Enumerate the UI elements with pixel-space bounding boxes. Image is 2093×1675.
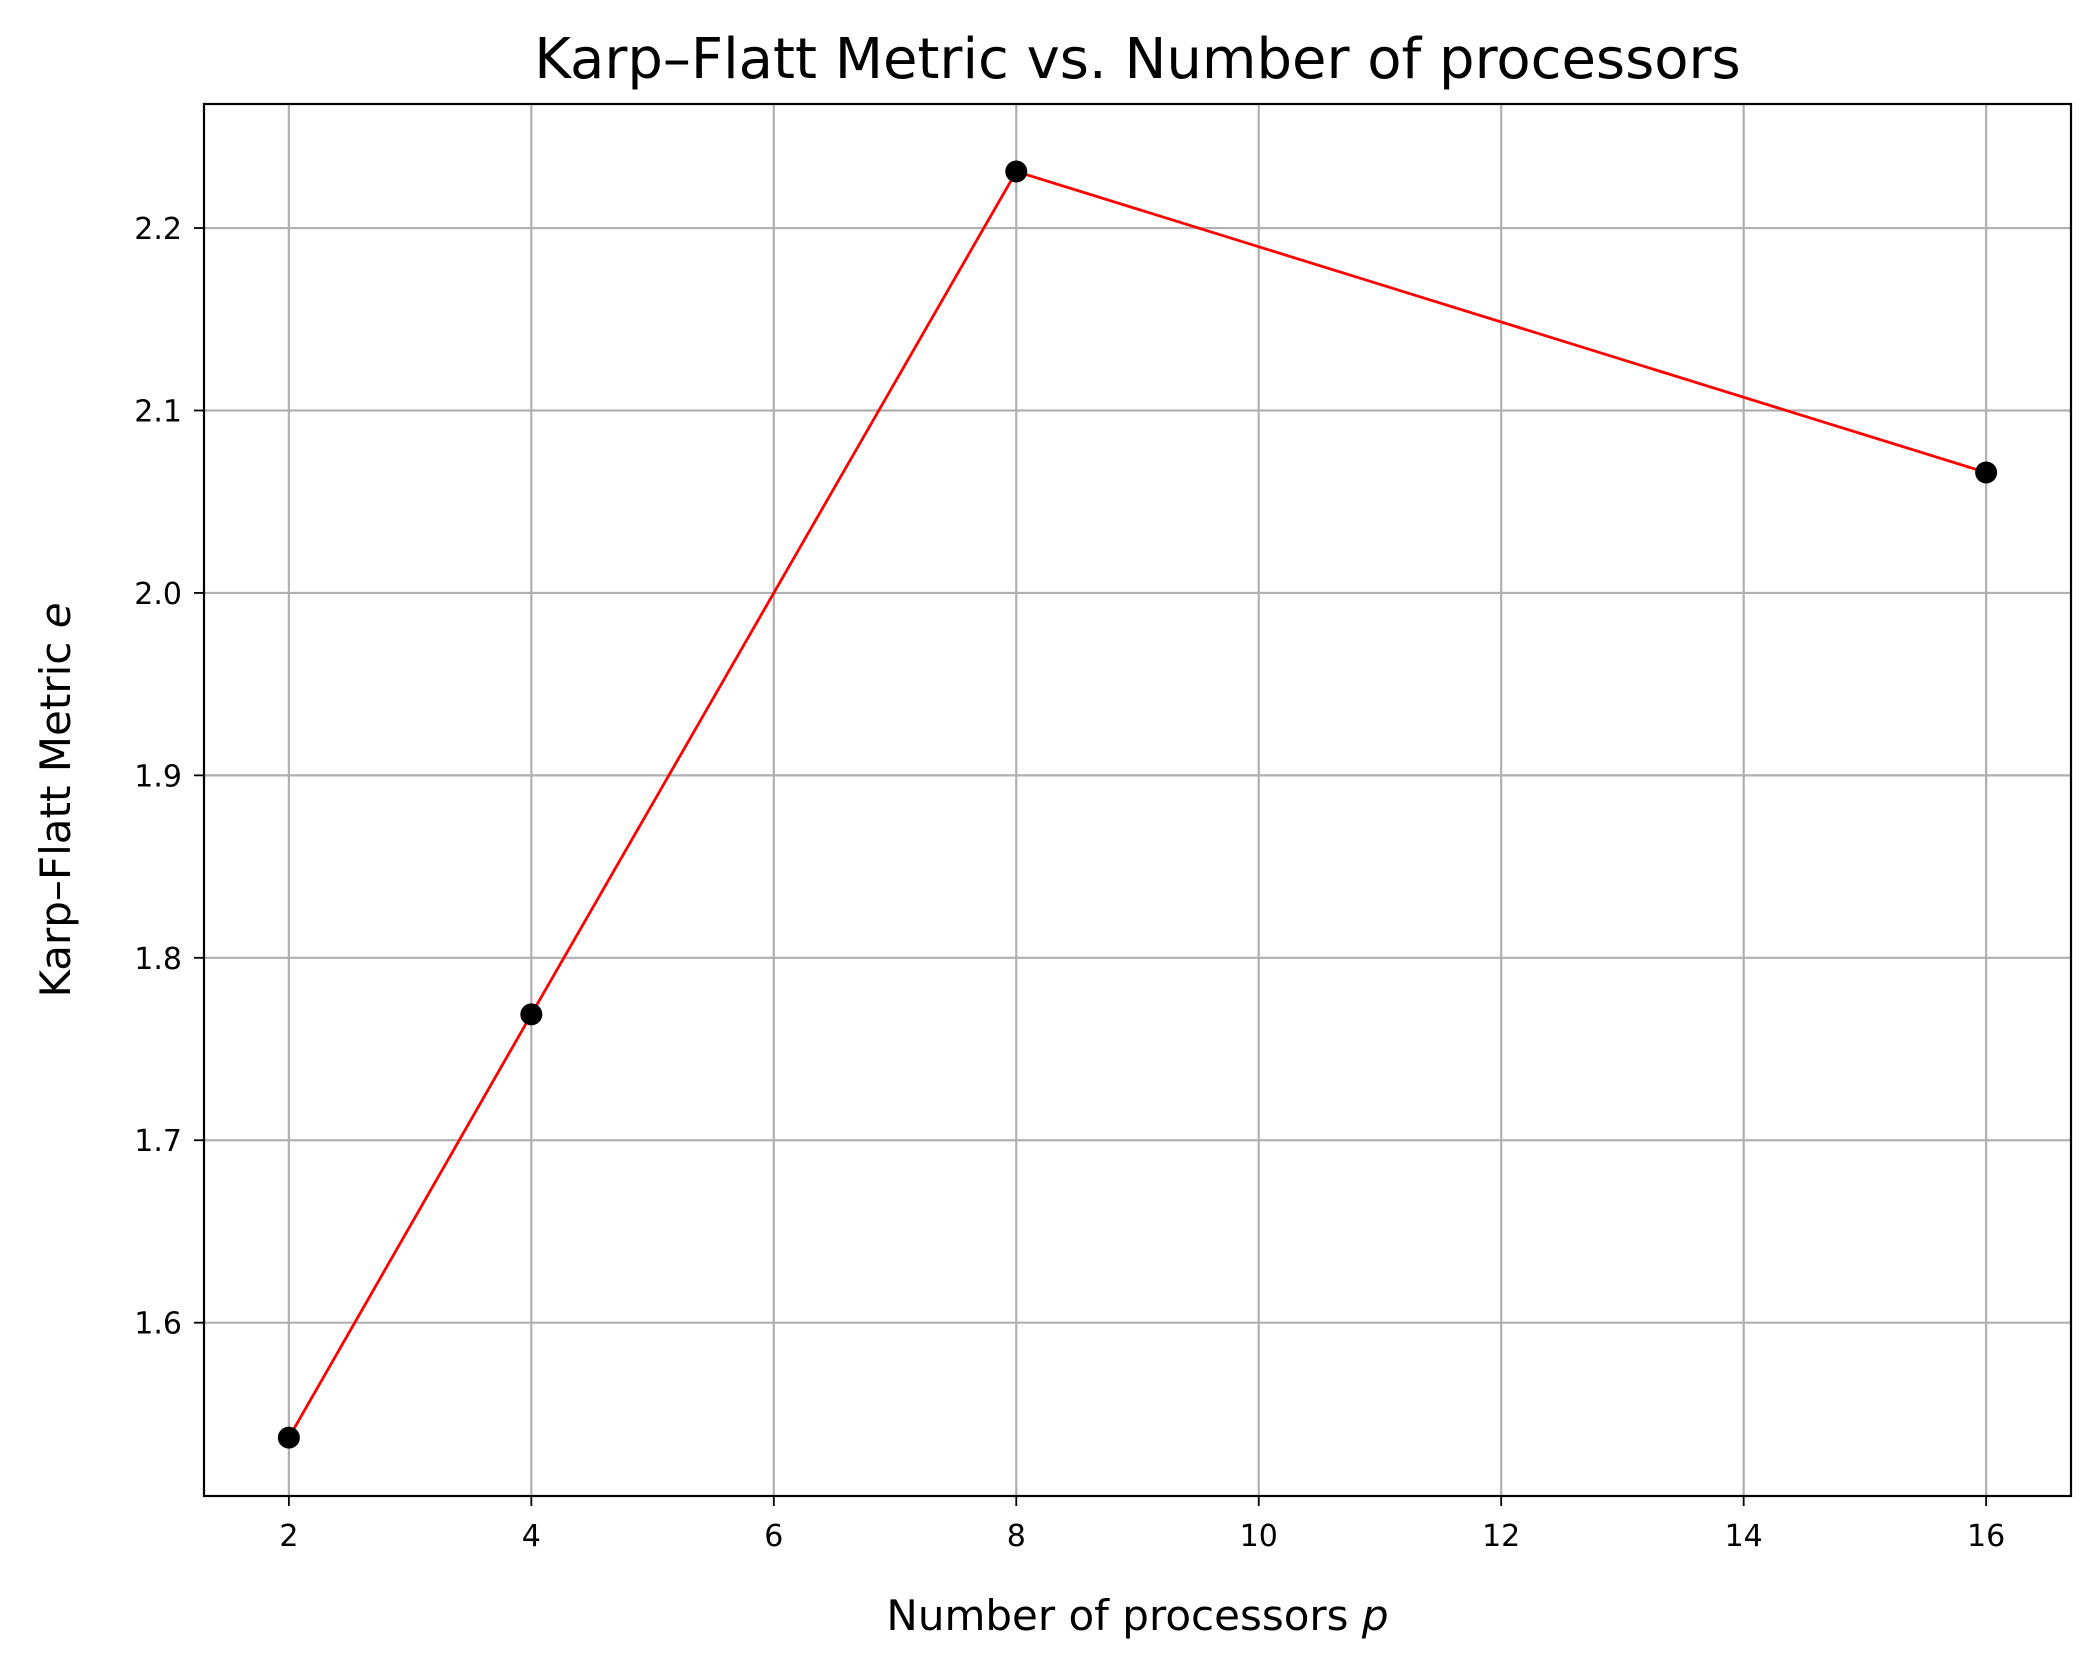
chart-title: Karp–Flatt Metric vs. Number of processo… [534,27,1740,92]
plot-frame [202,102,2073,1498]
x-tick-label: 12 [1482,1519,1520,1554]
grid [204,104,2071,1496]
data-point [1005,160,1028,183]
y-tick-label: 2.0 [134,577,182,612]
x-tick-label: 8 [1007,1519,1026,1554]
x-axis-label: Number of processors p [886,1591,1388,1640]
y-tick-label: 1.9 [134,759,182,794]
x-tick-label: 6 [764,1519,783,1554]
x-axis-label-text: Number of processors [886,1591,1348,1640]
y-axis-variable: e [31,602,80,628]
y-tick-label: 1.8 [134,942,182,977]
tick-marks [194,227,1988,1506]
y-tick-label: 1.6 [134,1307,182,1342]
data-point [520,1003,543,1026]
y-tick-label: 2.2 [134,212,182,247]
data-point [1975,461,1998,484]
x-axis-variable: p [1361,1591,1389,1640]
x-tick-labels: 2 4 6 8 10 12 14 16 [279,1519,2005,1554]
x-tick-label: 16 [1967,1519,2005,1554]
y-tick-label: 1.7 [134,1124,182,1159]
y-axis-label: Karp–Flatt Metric e [31,602,80,997]
data-point [277,1426,300,1449]
y-tick-labels: 1.6 1.7 1.8 1.9 2.0 2.1 2.2 [134,212,182,1342]
x-tick-label: 10 [1240,1519,1278,1554]
y-tick-label: 2.1 [134,394,182,429]
x-tick-label: 14 [1725,1519,1763,1554]
series-line [287,169,1987,1439]
x-tick-label: 2 [279,1519,298,1554]
x-tick-label: 4 [522,1519,541,1554]
y-axis-label-text: Karp–Flatt Metric [31,642,80,998]
series-layer [277,160,1998,1449]
